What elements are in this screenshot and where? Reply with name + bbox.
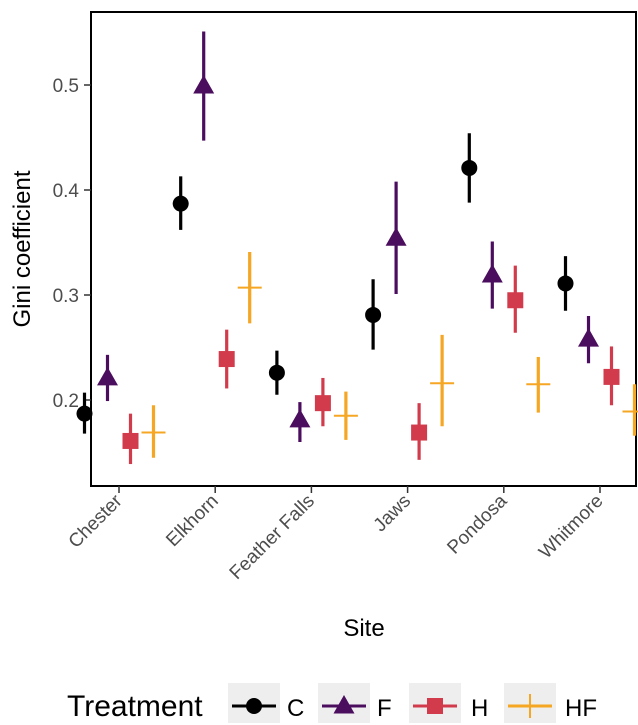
series-HF-point <box>622 384 638 436</box>
data-point-marker <box>289 408 311 428</box>
y-axis-title: Gini coefficient <box>9 170 36 327</box>
data-point-marker <box>603 368 620 385</box>
legend-item-H: H <box>409 683 488 723</box>
series-F-point <box>289 402 311 442</box>
x-tick-label: Elkhorn <box>162 491 222 551</box>
data-point-marker <box>172 195 189 212</box>
series-C-point <box>365 279 382 350</box>
series-F-point <box>481 241 503 309</box>
data-point-marker <box>141 420 166 445</box>
series-H-point <box>122 413 139 465</box>
series-C-point <box>461 133 478 203</box>
series-C-point <box>557 256 574 311</box>
legend-label: C <box>287 695 304 722</box>
legend-key-marker <box>518 694 542 718</box>
series-F-point <box>193 31 215 141</box>
x-axis: Chester Elkhorn Feather Falls Jaws Pondosa Wh… <box>65 486 608 584</box>
legend-key-marker <box>427 698 443 714</box>
y-tick-label: 0.5 <box>53 76 79 97</box>
legend-label: HF <box>565 695 597 722</box>
data-point-marker <box>385 227 407 246</box>
series-F-point <box>97 354 118 402</box>
plot-panel <box>90 11 637 487</box>
x-tick-label: Jaws <box>370 491 415 536</box>
series-H-point <box>603 346 620 406</box>
data-point-marker <box>507 292 524 309</box>
data-point-marker <box>268 364 285 381</box>
y-tick-label: 0.2 <box>53 391 79 412</box>
series-HF-point <box>237 251 262 324</box>
x-axis-title: Site <box>343 615 384 642</box>
legend: Treatment C F H HF <box>67 683 597 723</box>
data-point-marker <box>218 351 235 368</box>
x-tick-label: Whitmore <box>535 491 607 563</box>
legend-key-marker <box>333 695 355 714</box>
data-point-marker <box>122 432 139 449</box>
data-point-marker <box>481 264 503 283</box>
y-tick-label: 0.4 <box>53 181 80 202</box>
legend-item-F: F <box>318 683 392 723</box>
x-tick-label: Feather Falls <box>226 491 319 584</box>
data-point-marker <box>237 275 262 300</box>
data-point-marker <box>314 395 331 412</box>
series-HF-point <box>141 405 166 458</box>
data-point-marker <box>97 366 118 386</box>
series-HF-point <box>333 391 358 440</box>
data-point-marker <box>578 328 599 347</box>
series-HF-point <box>526 356 551 413</box>
series-C-point <box>172 176 189 230</box>
legend-item-C: C <box>228 683 304 723</box>
data-point-marker <box>365 306 382 323</box>
series-H-point <box>507 265 524 333</box>
y-axis: 0.2 0.3 0.4 0.5 <box>53 76 91 412</box>
y-tick-label: 0.3 <box>53 286 79 307</box>
legend-label: H <box>471 695 488 722</box>
data-point-marker <box>193 75 215 94</box>
data-point-marker <box>557 275 574 292</box>
series-C-point <box>76 392 93 434</box>
plot-marks <box>76 31 638 465</box>
data-point-marker <box>76 405 93 422</box>
series-H-point <box>314 377 331 427</box>
x-tick-label: Pondosa <box>443 490 511 558</box>
series-H-point <box>218 329 235 389</box>
data-point-marker <box>622 399 638 424</box>
series-F-point <box>578 316 599 364</box>
series-H-point <box>411 403 428 460</box>
series-F-point <box>385 181 407 294</box>
data-point-marker <box>461 159 478 176</box>
legend-item-HF: HF <box>504 683 597 723</box>
series-C-point <box>268 350 285 395</box>
legend-key-marker <box>246 698 262 714</box>
data-point-marker <box>411 424 428 441</box>
data-point-marker <box>430 371 455 396</box>
legend-label: F <box>377 695 392 722</box>
series-HF-point <box>430 334 455 427</box>
data-point-marker <box>526 372 551 397</box>
data-point-marker <box>333 403 358 428</box>
legend-title: Treatment <box>67 690 203 723</box>
x-tick-label: Chester <box>65 490 127 552</box>
